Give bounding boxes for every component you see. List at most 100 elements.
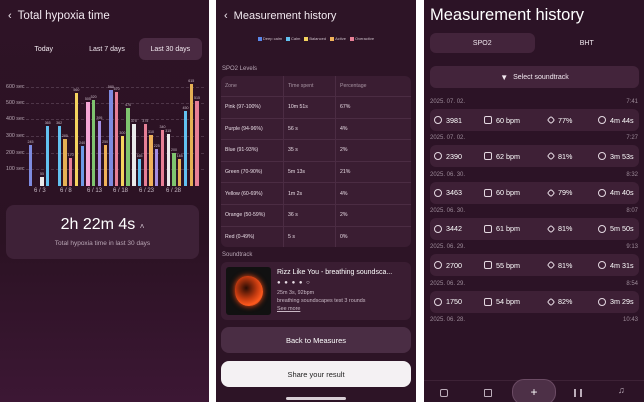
chevron-up-icon[interactable]: ˄ [139, 222, 145, 231]
tab-today[interactable]: Today [34, 45, 53, 53]
time-cell: 56 s [284, 118, 336, 140]
chart-bar[interactable] [92, 99, 96, 186]
record-card[interactable]: 2700 55 bpm 81% 4m 31s [430, 254, 639, 277]
select-soundtrack-button[interactable]: ▼ Select soundtrack [430, 66, 639, 88]
chart-bar[interactable] [28, 145, 33, 186]
chart-bar[interactable] [166, 133, 170, 186]
chart-bar[interactable] [63, 138, 67, 186]
music-note-icon[interactable]: ♫ [618, 385, 625, 395]
legend-swatch [257, 36, 262, 41]
record-time: 8:07 [626, 207, 638, 214]
table-header-row: Zone Time spent Percentage [221, 76, 411, 96]
chart-bar[interactable] [40, 176, 44, 186]
record-date: 2025. 07. 02. [430, 99, 466, 105]
back-chevron-icon[interactable]: ‹ [8, 10, 12, 22]
record-bpm-group: 62 bpm [484, 145, 520, 167]
bar-value-label: 375 [142, 118, 149, 123]
legend-label: Overactive [354, 36, 375, 41]
book-icon[interactable] [484, 389, 492, 397]
record-card[interactable]: 3442 61 bpm 81% 5m 50s [430, 217, 639, 240]
record-spo2-group: 77% [546, 109, 572, 131]
hexagon-icon [546, 260, 556, 270]
heart-rate-icon [484, 261, 492, 270]
zone-cell: Blue (91-93%) [221, 140, 284, 161]
bar-value-label: 165 [176, 153, 183, 158]
soundtrack-card[interactable]: Rizz Like You - breathing soundsca... ● … [221, 262, 411, 320]
chart-bar[interactable] [57, 126, 61, 186]
home-icon[interactable] [440, 389, 448, 397]
chart-bar[interactable] [189, 84, 193, 186]
spo2-levels-title: SPO2 Levels [222, 66, 258, 72]
zone-cell: Red (0-49%) [221, 226, 284, 248]
bar-value-label: 362 [56, 121, 63, 126]
record-spo2: 81% [558, 224, 573, 234]
record-card[interactable]: 2390 62 bpm 81% 3m 53s [430, 145, 639, 168]
record-spo2-group: 81% [546, 218, 573, 240]
column-header: Time spent [284, 76, 336, 96]
time-cell: 5 s [284, 226, 336, 248]
legend-item: Active [330, 36, 346, 41]
record-date: 2025. 06. 28. [430, 316, 466, 323]
bar-value-label: 315 [165, 128, 172, 133]
bar-value-label: 375 [130, 118, 137, 123]
bar-value-label: 615 [188, 79, 195, 84]
chart-bar[interactable] [46, 125, 50, 186]
time-cell: 1m 2s [284, 183, 336, 204]
chart-bar[interactable] [183, 111, 188, 186]
period-tabs: Today Last 7 days Last 30 days [12, 38, 202, 60]
record-spo2: 81% [558, 260, 573, 270]
chart-bar[interactable] [143, 123, 147, 186]
record-time: 10:43 [622, 316, 638, 323]
record-bpm: 60 bpm [496, 115, 520, 125]
legend-label: Calm [291, 36, 301, 41]
chart-bar[interactable] [126, 108, 130, 186]
record-score-group: 2390 [434, 145, 462, 167]
chart-bar[interactable] [69, 157, 73, 186]
see-more-link[interactable]: See more [277, 306, 301, 312]
record-bpm-group: 54 bpm [484, 291, 520, 313]
chart-bar[interactable] [160, 129, 165, 186]
table-row: Pink (97-100%) 10m 51s 67% [221, 96, 411, 118]
record-card[interactable]: 1750 54 bpm 82% 3m 29s [430, 290, 639, 313]
chart-bar[interactable] [115, 91, 119, 186]
bar-value-label: 340 [159, 124, 166, 129]
timer-icon [598, 224, 606, 233]
total-value-text: 2h 22m 4s [60, 216, 136, 233]
chart-bar[interactable] [149, 134, 153, 186]
hexagon-icon [546, 297, 556, 306]
stats-icon[interactable] [574, 389, 582, 397]
chart-bar[interactable] [80, 146, 84, 186]
share-result-button[interactable]: Share your result [221, 361, 411, 387]
tab-last-7-days[interactable]: Last 7 days [89, 45, 125, 53]
record-card[interactable]: 3463 60 bpm 79% 4m 40s [430, 181, 639, 204]
tab-bht[interactable]: BHT [579, 39, 594, 47]
time-cell: 35 s [284, 140, 336, 161]
hexagon-icon [546, 224, 556, 234]
time-cell: 36 s [284, 204, 336, 226]
chart-bar[interactable] [132, 123, 136, 186]
table-row: Blue (91-93%) 35 s 2% [221, 139, 411, 161]
chart-bar[interactable] [172, 152, 176, 186]
time-cell: 10m 51s [284, 97, 336, 118]
zone-cell: Pink (97-100%) [221, 97, 284, 118]
chart-bar[interactable] [97, 120, 102, 186]
chart-bar[interactable] [109, 89, 113, 186]
chart-bar[interactable] [120, 136, 125, 186]
track-title: Rizz Like You - breathing soundsca... [277, 269, 393, 276]
back-chevron-icon[interactable]: ‹ [224, 10, 228, 22]
record-card[interactable]: 3981 60 bpm 77% 4m 44s [430, 109, 639, 131]
chart-bar[interactable] [195, 100, 199, 186]
chart-bar[interactable] [74, 93, 79, 186]
bar-value-label: 365 [44, 120, 51, 125]
back-to-measures-button[interactable]: Back to Measures [221, 327, 411, 353]
chart-bar[interactable] [155, 148, 159, 186]
chart-bar[interactable] [137, 158, 142, 186]
chart-bar[interactable] [86, 102, 90, 186]
record-score: 3981 [446, 115, 462, 125]
record-duration-group: 3m 53s [598, 145, 634, 167]
add-measurement-button[interactable]: + [512, 379, 556, 402]
tab-last-30-days[interactable]: Last 30 days [138, 38, 202, 60]
chart-bar[interactable] [178, 158, 182, 186]
tab-spo2[interactable]: SPO2 [430, 33, 535, 53]
chart-bar[interactable] [103, 144, 107, 186]
